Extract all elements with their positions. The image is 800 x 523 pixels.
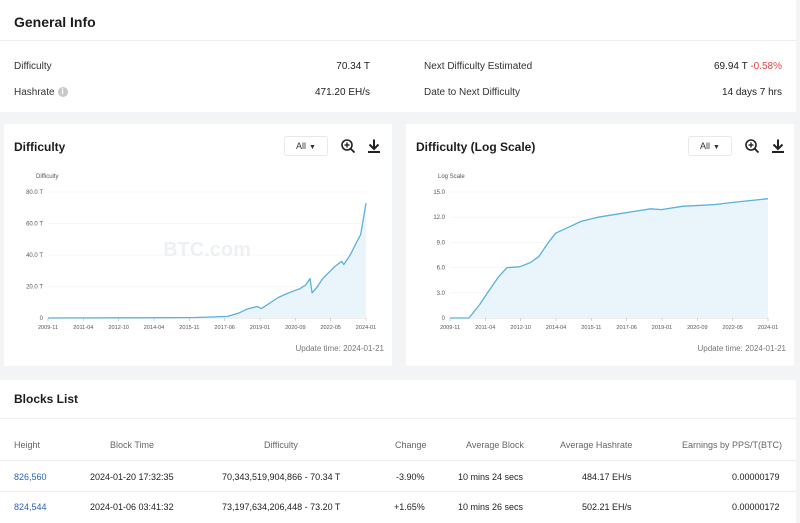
column-header-average-block: Average Block bbox=[466, 440, 524, 450]
y-tick-label: 15.0 bbox=[433, 190, 445, 196]
download-icon[interactable] bbox=[366, 138, 382, 154]
column-header-change: Change bbox=[395, 440, 427, 450]
x-tick-label: 2014-04 bbox=[546, 325, 567, 331]
block-height-link[interactable]: 824,544 bbox=[14, 502, 47, 512]
x-tick-label: 2024-01 bbox=[356, 325, 377, 331]
blocks-list-panel: Blocks List Height Block Time Difficulty… bbox=[0, 380, 796, 523]
x-tick-label: 2015-11 bbox=[179, 325, 199, 331]
chevron-down-icon: ▼ bbox=[309, 144, 316, 151]
block-height-link[interactable]: 826,560 bbox=[14, 472, 47, 482]
update-time: Update time: 2024-01-21 bbox=[697, 344, 787, 353]
x-tick-label: 2017-06 bbox=[214, 325, 235, 331]
x-tick-label: 2022-05 bbox=[320, 325, 341, 331]
x-tick-label: 2011-04 bbox=[475, 325, 495, 331]
y-tick-label: 80.0 T bbox=[26, 190, 43, 196]
x-tick-label: 2012-10 bbox=[510, 325, 531, 331]
next-difficulty-value: 69.94 T -0.58% bbox=[714, 61, 782, 72]
column-header-earnings: Earnings by PPS/T(BTC) bbox=[682, 440, 783, 450]
next-difficulty-label: Next Difficulty Estimated bbox=[424, 61, 533, 72]
x-tick-label: 2019-01 bbox=[652, 325, 673, 331]
y-axis-label: Log Scale bbox=[438, 174, 465, 180]
next-difficulty-number: 69.94 T bbox=[713, 61, 748, 72]
x-tick-label: 2020-09 bbox=[687, 325, 708, 331]
block-average-hashrate: 502.21 EH/s bbox=[582, 502, 632, 512]
range-select[interactable]: All ▼ bbox=[688, 136, 732, 156]
block-time: 2024-01-06 03:41:32 bbox=[90, 502, 174, 512]
date-to-next-value: 14 days 7 hrs bbox=[721, 87, 782, 98]
x-tick-label: 2011-04 bbox=[73, 325, 93, 331]
update-time: Update time: 2024-01-21 bbox=[295, 344, 385, 353]
chevron-down-icon: ▼ bbox=[713, 144, 720, 151]
next-difficulty-change: -0.58% bbox=[750, 61, 782, 72]
difficulty-log-chart-title: Difficulty (Log Scale) bbox=[416, 140, 536, 154]
x-tick-label: 2017-06 bbox=[616, 325, 637, 331]
hashrate-value: 471.20 EH/s bbox=[314, 87, 370, 98]
divider bbox=[0, 40, 796, 41]
y-tick-label: 0 bbox=[40, 316, 44, 322]
x-tick-label: 2024-01 bbox=[758, 325, 779, 331]
row-divider bbox=[0, 491, 796, 492]
date-to-next-label: Date to Next Difficulty bbox=[424, 87, 520, 98]
difficulty-value: 70.34 T bbox=[336, 61, 370, 72]
column-header-height: Height bbox=[14, 440, 41, 450]
block-average-block: 10 mins 24 secs bbox=[458, 472, 524, 482]
block-difficulty: 70,343,519,904,866 - 70.34 T bbox=[222, 472, 341, 482]
block-change: -3.90% bbox=[396, 472, 425, 482]
block-difficulty: 73,197,634,206,448 - 73.20 T bbox=[222, 502, 341, 512]
range-select[interactable]: All ▼ bbox=[284, 136, 328, 156]
range-select-value: All bbox=[296, 141, 307, 151]
watermark: BTC.com bbox=[163, 239, 251, 261]
series-line bbox=[450, 198, 769, 319]
block-change: +1.65% bbox=[394, 502, 425, 512]
difficulty-chart-title: Difficulty bbox=[14, 140, 66, 154]
x-tick-label: 2009-11 bbox=[38, 325, 58, 331]
y-tick-label: 40.0 T bbox=[26, 253, 43, 259]
block-earnings: 0.00000172 bbox=[732, 502, 780, 512]
x-tick-label: 2020-09 bbox=[285, 325, 306, 331]
difficulty-chart: BTC.com Difficulty 0 20.0 T 40.0 T 60.0 T 80.0… bbox=[26, 174, 377, 331]
divider bbox=[0, 418, 796, 419]
x-tick-label: 2015-11 bbox=[581, 325, 601, 331]
block-time: 2024-01-20 17:32:35 bbox=[90, 472, 174, 482]
y-tick-label: 3.0 bbox=[437, 291, 446, 297]
x-tick-label: 2022-05 bbox=[722, 325, 743, 331]
block-earnings: 0.00000179 bbox=[732, 472, 780, 482]
row-divider bbox=[0, 460, 796, 461]
hashrate-label-row: Hashrate i bbox=[14, 87, 68, 98]
download-icon[interactable] bbox=[770, 138, 786, 154]
range-select-value: All bbox=[700, 141, 711, 151]
y-axis-label: Difficulty bbox=[36, 174, 59, 180]
y-tick-label: 12.0 bbox=[433, 215, 445, 221]
hashrate-label: Hashrate bbox=[14, 87, 55, 98]
x-tick-label: 2012-10 bbox=[108, 325, 129, 331]
zoom-in-icon[interactable] bbox=[340, 138, 356, 154]
general-info-title: General Info bbox=[14, 14, 96, 30]
block-average-block: 10 mins 26 secs bbox=[458, 502, 524, 512]
difficulty-log-chart-panel: Difficulty (Log Scale) All▼ BTC.comLog S… bbox=[406, 124, 794, 366]
y-tick-label: 9.0 bbox=[437, 240, 446, 246]
general-info-panel: General Info Difficulty 70.34 T Hashrate… bbox=[0, 0, 796, 112]
zoom-in-icon[interactable] bbox=[744, 138, 760, 154]
blocks-list-title: Blocks List bbox=[14, 392, 79, 406]
x-tick-label: 2009-11 bbox=[440, 325, 460, 331]
series-area bbox=[450, 198, 768, 318]
column-header-average-hashrate: Average Hashrate bbox=[560, 440, 633, 450]
info-icon[interactable]: i bbox=[57, 87, 68, 98]
series-area bbox=[48, 203, 366, 318]
y-tick-label: 0 bbox=[442, 316, 446, 322]
block-average-hashrate: 484.17 EH/s bbox=[582, 472, 632, 482]
x-tick-label: 2019-01 bbox=[250, 325, 271, 331]
series-line bbox=[47, 202, 367, 319]
column-header-difficulty: Difficulty bbox=[264, 440, 298, 450]
y-tick-label: 20.0 T bbox=[26, 285, 43, 291]
y-tick-label: 60.0 T bbox=[26, 222, 43, 228]
difficulty-log-chart: BTC.comLog Scale03.06.09.012.015.02009-1… bbox=[433, 174, 779, 331]
y-tick-label: 6.0 bbox=[437, 266, 446, 272]
x-tick-label: 2014-04 bbox=[144, 325, 165, 331]
column-header-block-time: Block Time bbox=[110, 440, 155, 450]
difficulty-label: Difficulty bbox=[14, 61, 52, 72]
difficulty-chart-panel: Difficulty All ▼ BTC.com Difficulty 0 20.0 T… bbox=[4, 124, 392, 366]
